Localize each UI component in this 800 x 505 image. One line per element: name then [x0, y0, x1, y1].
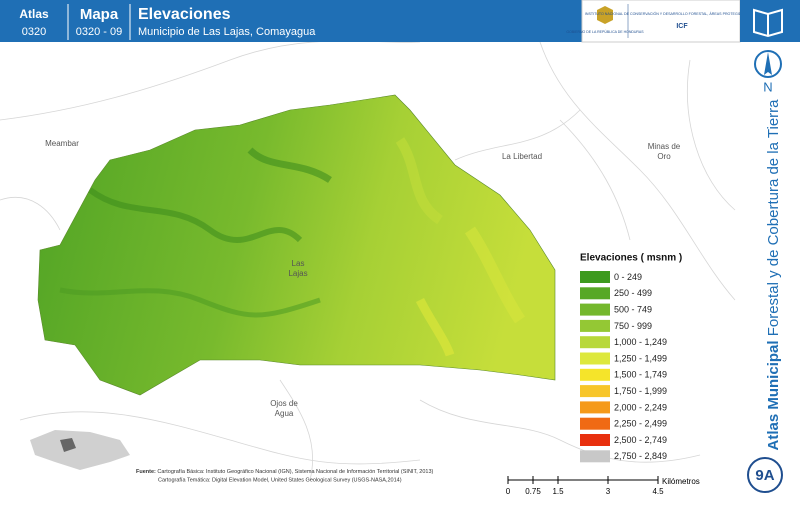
scale-unit: Kilómetros	[662, 477, 700, 486]
map-code: 0320 - 09	[76, 26, 122, 38]
atlas-bold: Atlas Municipal	[765, 340, 782, 450]
inset-map	[30, 430, 130, 470]
atlas-code: 0320	[22, 26, 46, 38]
subtitle: Municipio de Las Lajas, Comayagua	[138, 26, 316, 38]
legend-label: 250 - 499	[614, 288, 652, 298]
logo-icon	[597, 6, 613, 24]
logo-government: GOBIERNO DE LA REPÚBLICA DE HONDURAS	[566, 30, 644, 34]
legend-label: 750 - 999	[614, 321, 652, 331]
legend-label: 1,500 - 1,749	[614, 370, 667, 380]
place-label: Ojos de Agua	[270, 399, 298, 418]
atlas-label: Atlas	[19, 7, 49, 21]
legend-swatch	[580, 368, 610, 381]
legend-label: 2,250 - 2,499	[614, 419, 667, 429]
sheet-badge	[747, 457, 783, 493]
legend-swatch	[580, 271, 610, 283]
map-label: Mapa	[80, 6, 119, 23]
legend-swatch	[580, 319, 610, 332]
compass	[754, 50, 782, 78]
atlas-rest: Forestal y de Cobertura de la Tierra	[765, 99, 782, 336]
place-label: Minas de Oro	[648, 142, 681, 161]
legend-label: 0 - 249	[614, 272, 642, 282]
inset-highlight	[60, 438, 76, 452]
logo-institute: INSTITUTO NACIONAL DE CONSERVACIÓN Y DES…	[585, 11, 780, 16]
north-label: N	[763, 79, 772, 94]
legend-label: 1,750 - 1,999	[614, 386, 667, 396]
legend-swatch	[580, 287, 610, 300]
sheet-label: 9A	[755, 467, 774, 484]
legend-label: 1,000 - 1,249	[614, 337, 667, 347]
place-label: Meambar	[45, 139, 79, 148]
legend-label: 500 - 749	[614, 304, 652, 314]
place-label: La Libertad	[502, 152, 542, 161]
scale-label: 4.5	[652, 487, 664, 496]
legend-label: 1,250 - 1,499	[614, 353, 667, 363]
scale-label: 0.75	[525, 487, 541, 496]
source-line: Cartografía Temática: Digital Elevation …	[158, 477, 402, 483]
legend-swatch	[580, 401, 610, 414]
legend-swatch	[580, 385, 610, 398]
legend-label: 2,750 - 2,849	[614, 451, 667, 461]
legend-swatch	[580, 303, 610, 316]
relief	[59, 137, 525, 357]
place-labels: Meambar La Libertad Minas de Oro Las Lajas…	[45, 139, 681, 418]
municipality	[37, 94, 556, 396]
source: Fuente: Cartografía Básica: Instituto Ge…	[136, 469, 434, 475]
scale-label: 3	[606, 487, 611, 496]
legend-swatch	[580, 450, 610, 463]
place-label: Las Lajas	[288, 259, 307, 278]
legend-label: 2,500 - 2,749	[614, 435, 667, 445]
logo-acronym: ICF	[676, 23, 688, 30]
title: Elevaciones	[138, 6, 231, 23]
book-icon	[753, 8, 783, 38]
source-label: Fuente:	[136, 469, 156, 475]
legend-swatch	[580, 352, 610, 365]
north-arrow	[764, 52, 772, 75]
legend-title: Elevaciones ( msnm )	[580, 253, 682, 264]
legend-swatch	[580, 434, 610, 446]
scale-label: 0	[506, 487, 511, 496]
legend-label: 2,000 - 2,249	[614, 402, 667, 412]
legend-swatch	[580, 417, 610, 430]
legend: Elevaciones ( msnm ) 0 - 249 250 - 499 500…	[580, 253, 682, 463]
legend-swatch	[580, 336, 610, 349]
source-line: Cartografía Básica: Instituto Geográfico…	[157, 469, 433, 475]
atlas-vertical-title: Atlas Municipal Forestal y de Cobertura …	[765, 99, 782, 451]
header-bar	[0, 0, 582, 42]
scale-label: 1.5	[552, 487, 564, 496]
